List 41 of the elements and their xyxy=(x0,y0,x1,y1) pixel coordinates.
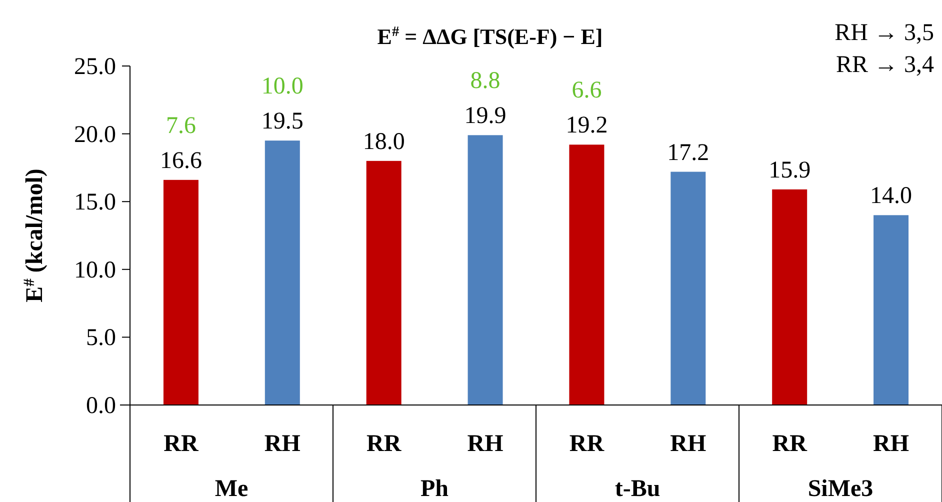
annotation: 8.8 xyxy=(470,68,500,94)
y-tick-label: 5.0 xyxy=(86,325,116,352)
y-tick-label: 25.0 xyxy=(74,54,116,80)
chart-title: E$^{#}$ = ΔΔG [TS(E-F) − E] xyxy=(377,24,603,49)
data-label: 16.6 xyxy=(160,148,202,174)
annotation: RR → 3,4 xyxy=(836,52,934,78)
annotation: 10.0 xyxy=(261,74,304,100)
data-label: 15.9 xyxy=(768,157,811,184)
data-label: 19.2 xyxy=(566,112,608,139)
x-tick-label: RR xyxy=(569,431,605,457)
x-tick-label: RR xyxy=(772,431,808,457)
text: Ph xyxy=(420,476,449,502)
bar xyxy=(163,180,198,405)
text: t-Bu xyxy=(614,476,660,502)
x-tick-label: RR xyxy=(366,431,402,457)
y-tick-label: 10.0 xyxy=(74,257,116,284)
bar xyxy=(569,144,604,405)
x-tick-label: RH xyxy=(873,431,910,457)
bar xyxy=(366,160,402,405)
y-tick-label: 15.0 xyxy=(74,190,116,216)
x-tick-label: RH xyxy=(467,431,504,457)
bar xyxy=(670,172,706,405)
y-tick-label: 20.0 xyxy=(74,122,116,148)
bar xyxy=(264,140,300,405)
data-label: 14.0 xyxy=(870,183,912,210)
data-label: 19.9 xyxy=(464,103,506,130)
x-tick-label: RH xyxy=(264,431,301,457)
bar xyxy=(874,215,909,405)
data-label: 17.2 xyxy=(667,140,710,166)
bar xyxy=(468,135,503,405)
text: RH → 3,5 xyxy=(834,20,934,46)
annotation: 6.6 xyxy=(572,78,602,104)
data-label: 19.5 xyxy=(261,108,304,135)
text: Me xyxy=(214,476,248,502)
x-tick-label: RH xyxy=(670,431,706,457)
y-tick-label: 0.0 xyxy=(86,393,116,419)
x-tick-label: RR xyxy=(164,431,199,457)
annotation: 7.6 xyxy=(166,112,196,139)
bar xyxy=(772,189,808,405)
text: SiMe3 xyxy=(808,476,874,502)
data-label: 18.0 xyxy=(362,128,405,155)
